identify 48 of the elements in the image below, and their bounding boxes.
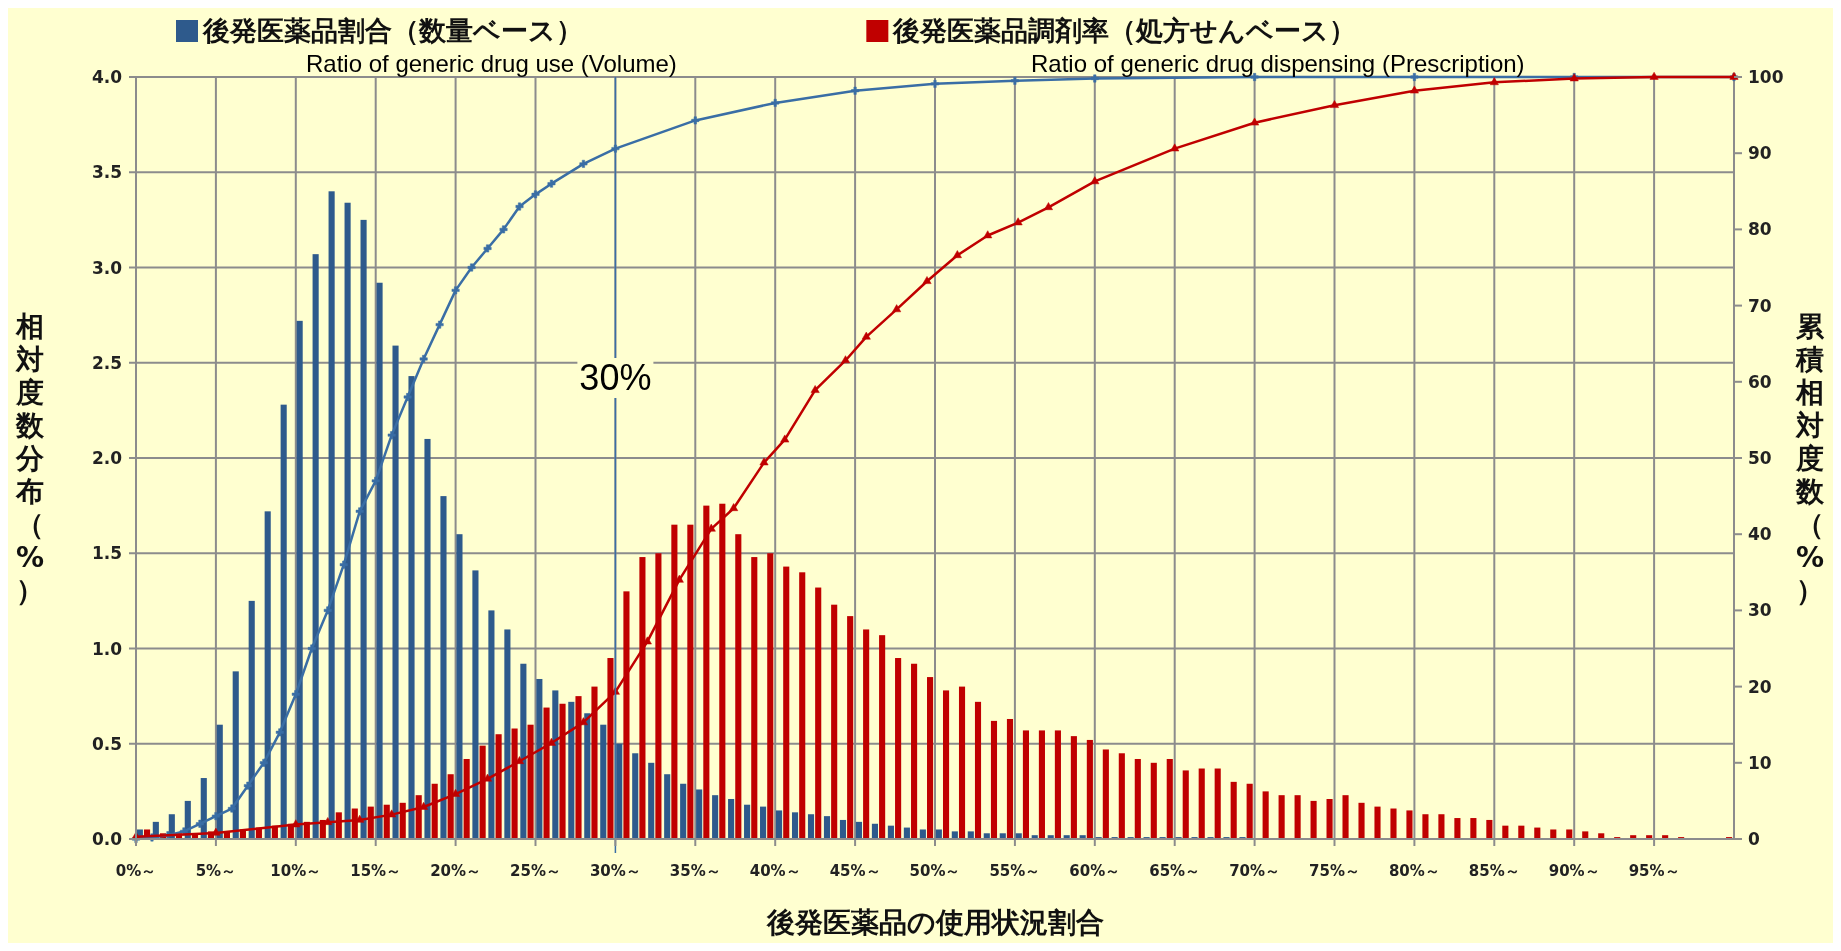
y-tick-label: 2.5 <box>91 352 122 373</box>
y2-tick-label: 70 <box>1748 295 1772 316</box>
x-tick-label: 95%～ <box>1628 862 1680 880</box>
y2-tick-label: 10 <box>1748 752 1772 773</box>
y2-tick-label: 30 <box>1748 600 1772 621</box>
y-tick-label: 4.0 <box>91 67 123 87</box>
x-tick-label: 90%～ <box>1548 862 1600 880</box>
x-axis-title: 後発医薬品の使用状況割合 <box>765 906 1104 939</box>
x-tick-label: 55%～ <box>989 862 1041 880</box>
x-tick-label: 10%～ <box>270 862 322 880</box>
y2-tick-label: 60 <box>1748 371 1772 392</box>
x-tick-label: 60%～ <box>1069 862 1121 880</box>
annotation: Ratio of generic drug use (Volume) <box>306 50 677 77</box>
y2-tick-label: 20 <box>1748 676 1772 697</box>
x-tick-label: 0%～ <box>115 862 157 880</box>
x-tick-label: 80%～ <box>1388 862 1440 880</box>
x-tick-label: 45%～ <box>829 862 881 880</box>
x-tick-label: 85%～ <box>1468 862 1520 880</box>
text: 相対度数分布（%） <box>15 310 45 607</box>
ref-line-label: 30% <box>579 357 652 398</box>
x-tick-label: 15%～ <box>350 862 402 880</box>
x-tick-label: 75%～ <box>1309 862 1360 880</box>
y-tick-label: 3.0 <box>91 257 123 278</box>
x-tick-label: 20%～ <box>430 862 482 880</box>
x-tick-label: 65%～ <box>1149 862 1201 880</box>
y2-tick-label: 40 <box>1748 524 1772 545</box>
y2-tick-label: 90 <box>1748 143 1772 164</box>
x-tick-label: 5%～ <box>195 862 237 880</box>
x-tick-label: 30%～ <box>589 862 641 880</box>
y2-tick-label: 100 <box>1748 67 1784 87</box>
x-tick-label: 35%～ <box>669 862 721 880</box>
text: 累積相対度数（%） <box>1795 310 1825 607</box>
y-tick-label: 0.5 <box>91 733 122 754</box>
x-tick-label: 25%～ <box>510 862 561 880</box>
legend-label: 後発医薬品調剤率（処方せんベース） <box>892 15 1357 46</box>
y-tick-label: 2.0 <box>91 448 123 468</box>
y-tick-label: 3.5 <box>91 162 122 183</box>
legend-label: 後発医薬品割合（数量ベース） <box>202 15 583 46</box>
y-tick-label: 1.5 <box>91 543 122 564</box>
y2-tick-label: 0 <box>1748 829 1760 849</box>
y2-tick-label: 50 <box>1748 448 1772 468</box>
x-tick-label: 50%～ <box>909 862 961 880</box>
y2-tick-label: 80 <box>1748 219 1772 240</box>
y-tick-label: 1.0 <box>91 638 123 659</box>
x-tick-label: 40%～ <box>749 862 801 880</box>
annotation: Ratio of generic drug dispensing (Prescription) <box>1031 50 1525 77</box>
y-tick-label: 0.0 <box>91 829 123 849</box>
x-tick-label: 70%～ <box>1229 862 1281 880</box>
